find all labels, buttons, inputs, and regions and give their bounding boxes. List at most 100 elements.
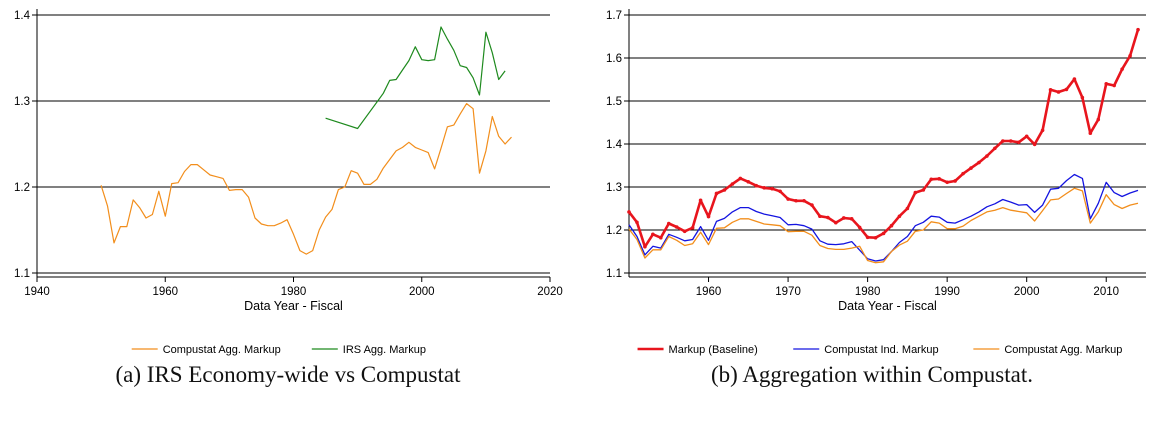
chart-b-series-point-0 [1048,88,1053,92]
chart-b-x-tick-label: 2000 [1014,286,1040,298]
chart-b-series-point-0 [945,180,949,185]
chart-b-y-tick-label: 1.4 [606,139,623,151]
chart-b-series-point-0 [818,214,822,219]
chart-b-x-tick-label: 1960 [696,286,722,298]
caption-a: (a) IRS Economy-wide vs Compustat [115,362,461,387]
chart-b-series-point-0 [730,182,735,186]
chart-b-series-point-0 [802,198,806,203]
chart-b-x-tick-label: 1990 [934,286,960,298]
chart-b-series-point-0 [706,214,711,219]
chart-b-series-point-0 [913,190,918,195]
chart-b-y-tick-label: 1.7 [606,10,622,22]
chart-b-y-tick-label: 1.5 [606,96,622,108]
chart-b-series-point-0 [770,186,774,191]
chart-b-y-tick-label: 1.6 [606,53,622,65]
chart-b-series-point-0 [698,198,703,203]
chart-a-series-line-0 [100,102,512,255]
chart-b-series-point-0 [1096,117,1101,122]
chart-b-series-point-0 [849,217,854,221]
chart-b-series-point-0 [937,177,941,181]
chart-a-x-tick-label: 1980 [281,286,307,298]
chart-b-series-point-0 [1001,139,1005,143]
chart-a-x-tick-label: 2000 [409,286,435,298]
chart-b-legend-label-2: Compustat Agg. Markup [1004,344,1122,356]
chart-a-y-tick-label: 1.2 [14,182,30,194]
chart-a-series-line-1 [325,26,506,130]
chart-b-x-tick-label: 1980 [855,286,881,298]
chart-b-series-point-0 [1128,54,1132,58]
chart-b-series-point-0 [889,223,894,228]
chart-b-series-point-0 [953,179,957,183]
chart-b-series-point-0 [881,231,886,236]
chart-b-series-point-0 [651,232,655,237]
chart-b-series-point-0 [690,226,695,230]
chart-b-series-point-0 [778,189,782,194]
chart-b-series-point-0 [659,235,663,240]
chart-b-series-point-0 [754,183,759,188]
chart-b-y-tick-label: 1.3 [606,182,622,194]
chart-a-x-tick-label: 1960 [152,286,178,298]
chart-b-series-point-0 [865,235,870,240]
chart-b: 1.1 1.2 1.3 1.4 1.5 1.6 1.7 1960 1970 1980 1990 200… [606,9,1146,356]
chart-b-series-point-0 [841,216,846,220]
chart-b-series-point-0 [921,188,926,192]
chart-b-series-point-0 [1072,77,1077,81]
chart-b-series-point-0 [682,229,687,234]
chart-a-y-tick-label: 1.3 [14,96,30,108]
chart-b-legend-label-0: Markup (Baseline) [669,344,758,356]
chart-b-series-point-0 [977,160,981,165]
chart-b-series-point-0 [961,171,965,176]
chart-a-legend-label-0: Compustat Agg. Markup [163,344,281,356]
chart-b-series-point-0 [1032,142,1037,147]
chart-a-x-axis-label: Data Year - Fiscal [244,299,343,313]
chart-a-x-tick-label: 1940 [24,286,50,298]
chart-b-series-point-0 [810,203,814,207]
chart-b-series-line-0 [627,29,1140,249]
chart-b-series-point-0 [826,215,830,220]
chart-b-series-line-1 [628,173,1139,262]
chart-b-series-point-0 [1080,95,1085,100]
chart-b-series-point-0 [1064,87,1069,92]
chart-a: 1.1 1.2 1.3 1.4 1940 1960 1980 2000 2020 Data Yea… [14,9,563,356]
chart-b-series-point-0 [1104,82,1109,86]
caption-b: (b) Aggregation within Compustat. [711,362,1033,387]
chart-b-series-point-0 [666,221,671,226]
chart-b-series-point-0 [993,146,997,151]
chart-b-y-tick-label: 1.2 [606,225,622,237]
chart-b-series-point-0 [674,225,679,229]
chart-b-series-point-0 [969,166,973,170]
chart-b-series-point-0 [746,180,751,184]
chart-b-series-point-0 [897,214,902,219]
chart-b-x-axis-label: Data Year - Fiscal [838,299,937,313]
chart-b-x-tick-label: 2010 [1093,286,1119,298]
chart-b-series-point-0 [1088,131,1093,136]
chart-b-series-point-0 [929,177,934,182]
chart-b-series-point-0 [1136,27,1140,32]
chart-b-series-point-0 [794,198,798,203]
chart-b-series-point-0 [1016,140,1021,145]
chart-b-series-point-0 [1024,134,1029,139]
chart-b-series-point-0 [873,235,878,240]
chart-b-series-point-0 [1112,83,1116,88]
chart-b-series-line-2 [628,187,1139,264]
chart-b-series-point-0 [1008,139,1013,143]
chart-a-legend-label-1: IRS Agg. Markup [343,344,426,356]
chart-b-series-point-0 [643,244,647,249]
chart-a-y-tick-label: 1.4 [14,10,31,22]
chart-b-series-point-0 [1120,67,1124,71]
chart-b-series-point-0 [1040,128,1045,133]
chart-a-x-tick-label: 2020 [537,286,563,298]
chart-b-series-point-0 [714,191,719,196]
chart-b-series-point-0 [635,220,639,225]
chart-b-legend-label-1: Compustat Ind. Markup [824,344,938,356]
chart-b-series-point-0 [722,188,727,192]
chart-b-y-tick-label: 1.1 [606,268,622,280]
chart-b-series-point-0 [857,225,862,230]
chart-b-series-point-0 [985,154,989,158]
chart-b-x-tick-label: 1970 [775,286,801,298]
chart-b-series-point-0 [834,220,838,225]
chart-b-series-point-0 [762,186,767,190]
chart-a-y-tick-label: 1.1 [14,268,30,280]
chart-b-series-point-0 [1056,90,1061,94]
chart-b-series-point-0 [738,176,743,181]
